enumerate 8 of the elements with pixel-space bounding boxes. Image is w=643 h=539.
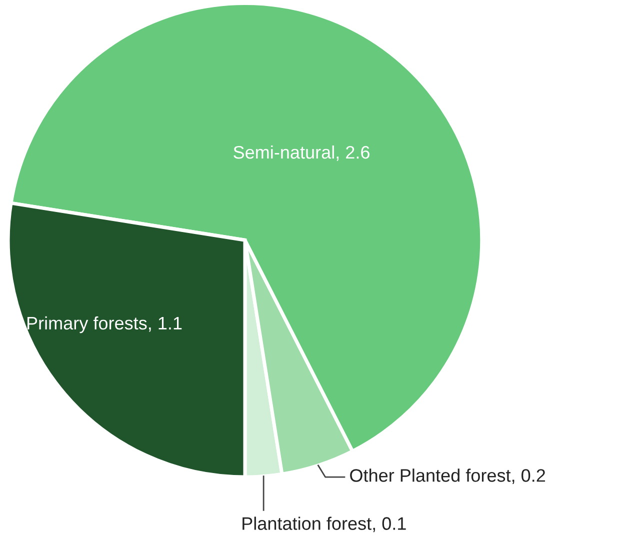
slice-label: Other Planted forest	[350, 468, 511, 482]
slice-label: Semi-natural	[234, 145, 334, 159]
data-label: , 0.1	[373, 517, 406, 532]
data-label: , 2.6	[336, 146, 370, 161]
data-label: , 0.2	[512, 469, 546, 484]
slice-label: Primary forests	[27, 316, 147, 334]
slice-label: Plantation forest	[242, 516, 372, 530]
data-label: , 1.1	[149, 316, 182, 332]
